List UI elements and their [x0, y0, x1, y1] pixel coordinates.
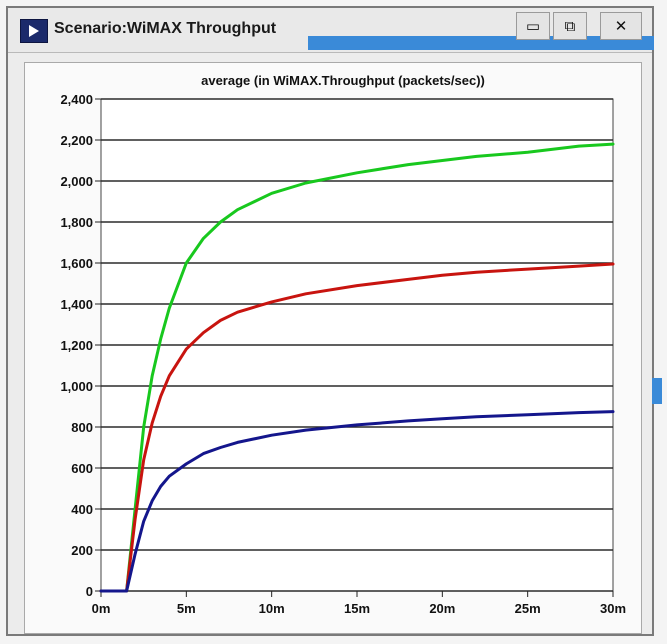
minimize-button[interactable]: ▭	[516, 12, 550, 40]
plot-frame: average (in WiMAX.Throughput (packets/se…	[24, 62, 642, 634]
x-tick-label: 25m	[515, 601, 541, 616]
series-line-3	[99, 410, 615, 593]
x-tick-label: 15m	[344, 601, 370, 616]
line-chart: average (in WiMAX.Throughput (packets/se…	[60, 73, 626, 616]
grid-lines	[100, 98, 614, 592]
x-tick-label: 30m	[600, 601, 626, 616]
y-tick-label: 600	[71, 461, 93, 476]
side-accent-bar	[652, 378, 662, 404]
tick-labels: 0 200 400 600 800 1,000 1,200 1,400 1,600 1,800 2,…	[60, 92, 626, 616]
series-line-1	[99, 142, 615, 593]
y-tick-label: 1,200	[60, 338, 93, 353]
x-tick-label: 5m	[177, 601, 196, 616]
window-title: Scenario:WiMAX Throughput	[54, 20, 277, 37]
y-tick-label: 400	[71, 502, 93, 517]
y-tick-label: 1,400	[60, 297, 93, 312]
close-button[interactable]: ✕	[600, 12, 642, 40]
y-tick-label: 1,000	[60, 379, 93, 394]
axes	[95, 98, 614, 597]
y-tick-label: 200	[71, 543, 93, 558]
y-tick-label: 0	[86, 584, 93, 599]
y-tick-label: 800	[71, 420, 93, 435]
y-tick-label: 1,800	[60, 215, 93, 230]
x-tick-label: 0m	[92, 601, 111, 616]
app-icon	[20, 19, 48, 43]
restore-button[interactable]: ⧉	[553, 12, 587, 40]
title-bar[interactable]: Scenario:WiMAX Throughput ▭ ⧉ ✕	[8, 8, 654, 53]
x-tick-label: 20m	[429, 601, 455, 616]
y-tick-label: 2,400	[60, 92, 93, 107]
y-tick-label: 1,600	[60, 256, 93, 271]
y-tick-label: 2,200	[60, 133, 93, 148]
series-line-2	[99, 262, 615, 593]
y-tick-label: 2,000	[60, 174, 93, 189]
series-lines	[99, 142, 615, 593]
chart-title: average (in WiMAX.Throughput (packets/se…	[201, 73, 485, 88]
x-tick-label: 10m	[259, 601, 285, 616]
chart-window: Scenario:WiMAX Throughput ▭ ⧉ ✕ average …	[6, 6, 654, 636]
